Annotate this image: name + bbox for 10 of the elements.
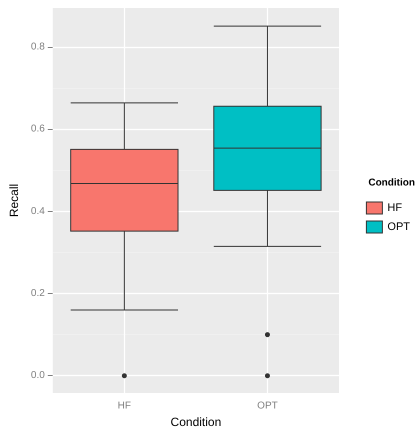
y-tick-label: 0.2 <box>30 288 46 300</box>
x-axis-title: Condition <box>170 414 222 429</box>
legend-label: OPT <box>387 221 410 233</box>
legend-label: HF <box>387 202 402 214</box>
y-tick-label: 0.0 <box>30 370 46 382</box>
y-tick-label: 0.4 <box>30 206 46 217</box>
y-tick-label: 0.6 <box>30 124 46 135</box>
y-tick-label: 0.8 <box>30 42 46 53</box>
legend-title: Condition <box>368 178 416 188</box>
y-axis-title: Recall <box>7 184 21 218</box>
